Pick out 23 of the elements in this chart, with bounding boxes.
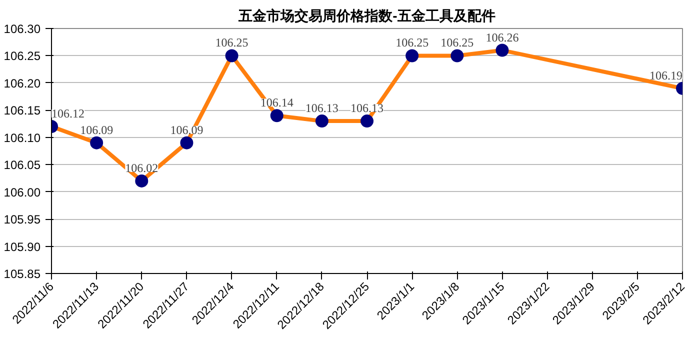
y-tick-label: 105.95 — [4, 212, 41, 227]
y-tick-label: 106.00 — [4, 185, 41, 200]
data-label: 106.26 — [486, 30, 519, 44]
y-tick-label: 106.25 — [4, 49, 41, 64]
y-tick-label: 106.10 — [4, 130, 41, 145]
data-label: 106.14 — [260, 96, 294, 110]
y-tick-label: 106.20 — [4, 76, 41, 90]
data-label: 106.25 — [440, 36, 474, 50]
data-label: 106.19 — [650, 68, 682, 82]
y-tick-label: 106.15 — [4, 104, 41, 118]
data-label: 106.09 — [170, 122, 204, 137]
data-label: 106.12 — [52, 106, 84, 120]
data-label: 106.25 — [396, 36, 429, 50]
data-label: 106.25 — [215, 36, 248, 50]
data-label: 106.13 — [350, 101, 384, 116]
data-label: 106.02 — [125, 160, 158, 175]
data-label: 106.09 — [80, 122, 114, 137]
y-tick-label: 106.30 — [4, 22, 41, 36]
data-label: 106.13 — [305, 101, 338, 116]
y-tick-label: 105.90 — [4, 240, 41, 254]
chart-title: 五金市场交易周价格指数-五金工具及配件 — [238, 8, 496, 24]
y-tick-label: 106.05 — [4, 158, 41, 172]
y-tick-label: 105.85 — [4, 267, 41, 281]
